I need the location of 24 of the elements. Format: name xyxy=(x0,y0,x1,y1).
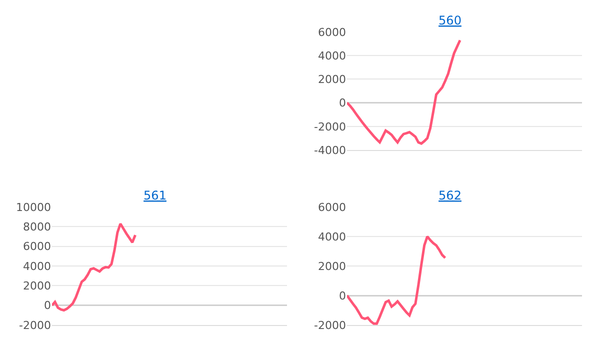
y-tick-label: 8000 xyxy=(23,220,51,234)
chart-title: 561 xyxy=(144,188,166,202)
y-tick-label: 10000 xyxy=(16,200,51,214)
y-tick-label: 0 xyxy=(339,96,346,110)
y-tick-label: -4000 xyxy=(314,144,346,157)
y-tick-label: 0 xyxy=(339,289,346,302)
y-tick-label: 0 xyxy=(44,299,51,312)
y-tick-label: 4000 xyxy=(23,260,51,273)
y-tick-label: 6000 xyxy=(318,26,346,39)
line-series xyxy=(347,235,446,325)
y-tick-label: 2000 xyxy=(318,73,346,86)
line-series xyxy=(52,222,137,312)
y-tick-label: 2000 xyxy=(318,260,346,273)
y-tick-label: -2000 xyxy=(314,120,346,134)
chart-title: 560 xyxy=(438,14,462,28)
y-tick-label: 4000 xyxy=(318,49,346,62)
y-tick-label: 6000 xyxy=(23,240,51,254)
y-tick-label: -2000 xyxy=(314,318,346,332)
line-series xyxy=(347,39,462,145)
y-tick-label: -2000 xyxy=(19,318,51,332)
y-tick-label: 6000 xyxy=(318,200,346,214)
y-tick-label: 4000 xyxy=(318,230,346,244)
y-tick-label: 2000 xyxy=(23,280,51,293)
chart-title: 562 xyxy=(438,188,462,202)
